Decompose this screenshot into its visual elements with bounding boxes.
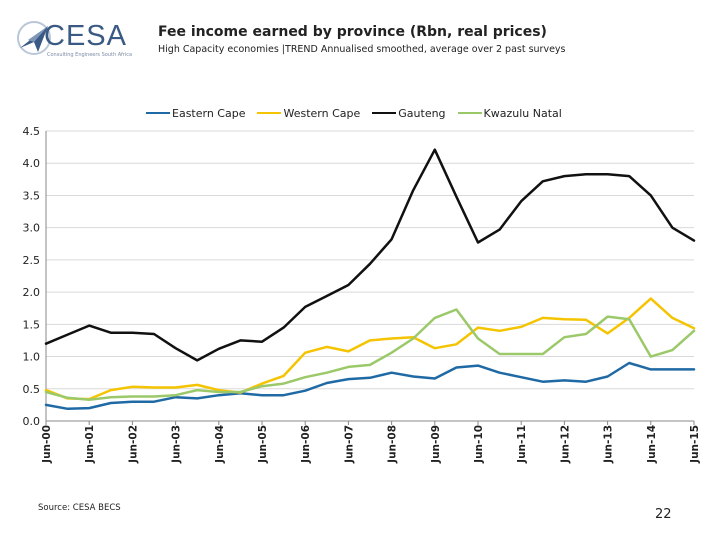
y-tick-label: 2.5 [23,254,41,267]
cesa-emblem-icon [17,21,51,55]
source-note: Source: CESA BECS [38,503,121,513]
x-tick-label: Jun-15 [689,425,701,464]
y-tick-label: 2.0 [23,286,41,299]
x-tick-label: Jun-08 [387,425,399,464]
y-tick-label: 0.5 [23,383,41,396]
x-tick-label: Jun-01 [84,425,96,464]
x-tick-label: Jun-09 [430,425,442,464]
legend-swatch-western-cape [257,112,282,114]
x-tick-label: Jun-12 [559,425,571,464]
y-tick-label: 3.5 [23,189,41,202]
legend-label-eastern-cape: Eastern Cape [172,106,246,120]
x-tick-label: Jun-11 [516,425,528,464]
page-number: 22 [655,507,672,522]
legend-swatch-gauteng [372,112,397,114]
chart-legend: Eastern Cape Western Cape Gauteng Kwazul… [146,104,574,122]
series-line-western-cape [44,297,696,401]
legend-label-western-cape: Western Cape [283,106,361,120]
x-tick-label: Jun-14 [646,425,658,464]
logo-wordmark: CESA [44,20,127,52]
x-tick-label: Jun-06 [300,425,312,464]
legend-swatch-eastern-cape [146,112,170,114]
x-tick-label: Jun-10 [473,425,485,464]
series-line-kwazulu-natal [44,308,696,401]
y-tick-label: 0.0 [23,415,41,428]
x-tick-label: Jun-00 [41,425,53,464]
legend-item-eastern-cape: Eastern Cape [146,107,245,120]
x-tick-label: Jun-03 [171,425,183,464]
x-tick-label: Jun-13 [603,425,615,464]
cesa-logo [14,16,144,66]
chart-subtitle: High Capacity economies |TREND Annualise… [158,44,566,55]
x-tick-label: Jun-07 [343,425,355,464]
legend-item-gauteng: Gauteng [372,106,446,120]
legend-label-kwazulu-natal: Kwazulu Natal [483,106,562,120]
x-tick-label: Jun-05 [257,425,269,464]
logo-tagline: Consulting Engineers South Africa [47,52,133,58]
y-tick-label: 1.0 [23,351,41,364]
legend-item-kwazulu-natal: Kwazulu Natal [457,106,562,120]
series-line-eastern-cape [44,361,696,411]
chart-title: Fee income earned by province (Rbn, real… [158,24,547,40]
legend-label-gauteng: Gauteng [398,106,446,120]
y-tick-label: 3.0 [23,222,41,235]
legend-item-western-cape: Western Cape [257,107,360,120]
x-tick-label: Jun-04 [214,425,226,464]
y-tick-label: 4.5 [23,125,41,138]
y-tick-label: 1.5 [23,318,41,331]
x-tick-label: Jun-02 [127,425,139,464]
y-tick-label: 4.0 [23,157,41,170]
series-line-gauteng [44,148,696,362]
legend-swatch-kwazulu-natal [457,112,482,114]
